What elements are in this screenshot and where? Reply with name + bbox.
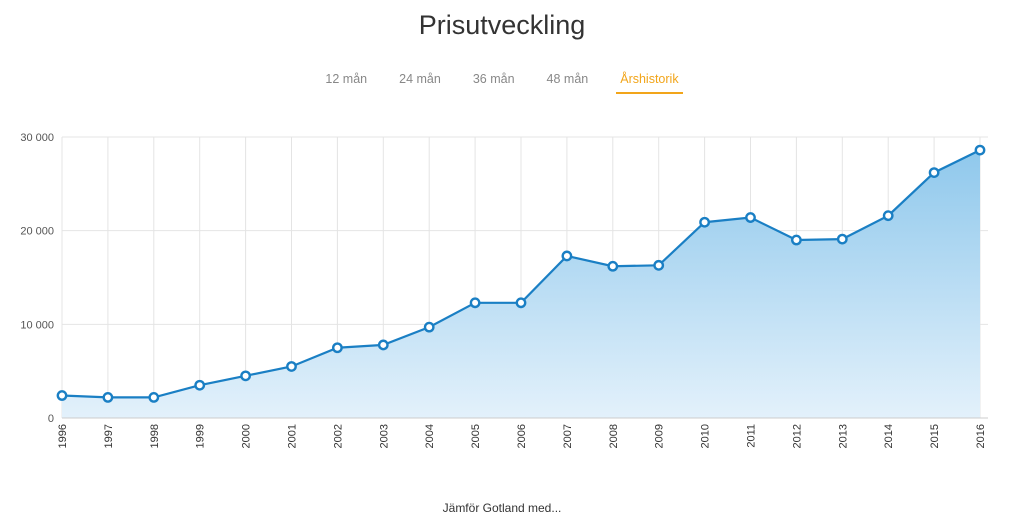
x-tick-label: 1998	[149, 424, 161, 448]
period-tabs: 12 mån 24 mån 36 mån 48 mån Årshistorik	[0, 72, 1004, 94]
y-tick-label: 20 000	[20, 226, 54, 238]
data-point-2011	[745, 212, 756, 223]
x-tick-label: 2011	[746, 424, 758, 448]
tab-24-man[interactable]: 24 mån	[399, 72, 441, 86]
y-tick-label: 10 000	[20, 319, 54, 331]
x-tick-label: 2009	[654, 424, 666, 448]
x-tick-label: 2016	[975, 424, 987, 448]
data-point-2005	[469, 297, 481, 309]
x-tick-label: 1999	[195, 424, 207, 448]
data-point-2016	[974, 144, 986, 156]
y-tick-label: 30 000	[20, 132, 54, 144]
data-point-1997	[102, 391, 114, 403]
data-point-2014	[882, 210, 894, 222]
tab-12-man[interactable]: 12 mån	[325, 72, 368, 86]
tab-36-man[interactable]: 36 mån	[472, 72, 515, 86]
data-point-2012	[791, 234, 802, 246]
x-tick-label: 2010	[700, 424, 712, 448]
x-tick-label: 2001	[287, 424, 299, 448]
data-point-2013	[836, 233, 848, 245]
x-tick-label: 2008	[608, 424, 620, 448]
x-tick-label: 2000	[241, 424, 253, 448]
tab-48-man[interactable]: 48 mån	[546, 72, 589, 86]
x-tick-label: 2012	[791, 424, 803, 448]
data-point-2008	[607, 260, 619, 272]
series-area	[62, 150, 980, 418]
data-point-1996	[56, 390, 68, 401]
x-tick-label: 2006	[516, 424, 528, 448]
data-point-1998	[148, 391, 160, 403]
data-point-2001	[286, 361, 297, 372]
x-tick-label: 1997	[103, 424, 115, 448]
data-point-2002	[331, 342, 343, 354]
y-tick-label: 0	[48, 413, 54, 425]
data-point-2015	[928, 167, 940, 178]
chart-title: Prisutveckling	[418, 10, 586, 40]
x-tick-label: 2007	[562, 424, 574, 448]
x-tick-label: 2015	[929, 424, 941, 448]
data-point-2000	[240, 370, 252, 382]
data-point-2007	[561, 250, 573, 262]
data-point-2003	[377, 339, 389, 351]
data-point-2006	[515, 297, 527, 309]
tab-arshistorik[interactable]: Årshistorik	[616, 72, 683, 94]
data-point-2009	[653, 259, 665, 271]
x-tick-label: 2013	[837, 424, 849, 448]
data-point-2004	[423, 321, 435, 333]
data-point-1999	[194, 379, 206, 391]
x-tick-label: 2003	[378, 424, 390, 448]
x-tick-label: 2002	[332, 424, 344, 448]
x-tick-label: 1996	[57, 424, 69, 448]
compare-link[interactable]: Jämför Gotland med...	[442, 501, 562, 515]
x-tick-label: 2014	[883, 424, 895, 448]
x-tick-label: 2005	[470, 424, 482, 448]
x-tick-label: 2004	[424, 424, 436, 448]
data-point-2010	[699, 216, 710, 228]
